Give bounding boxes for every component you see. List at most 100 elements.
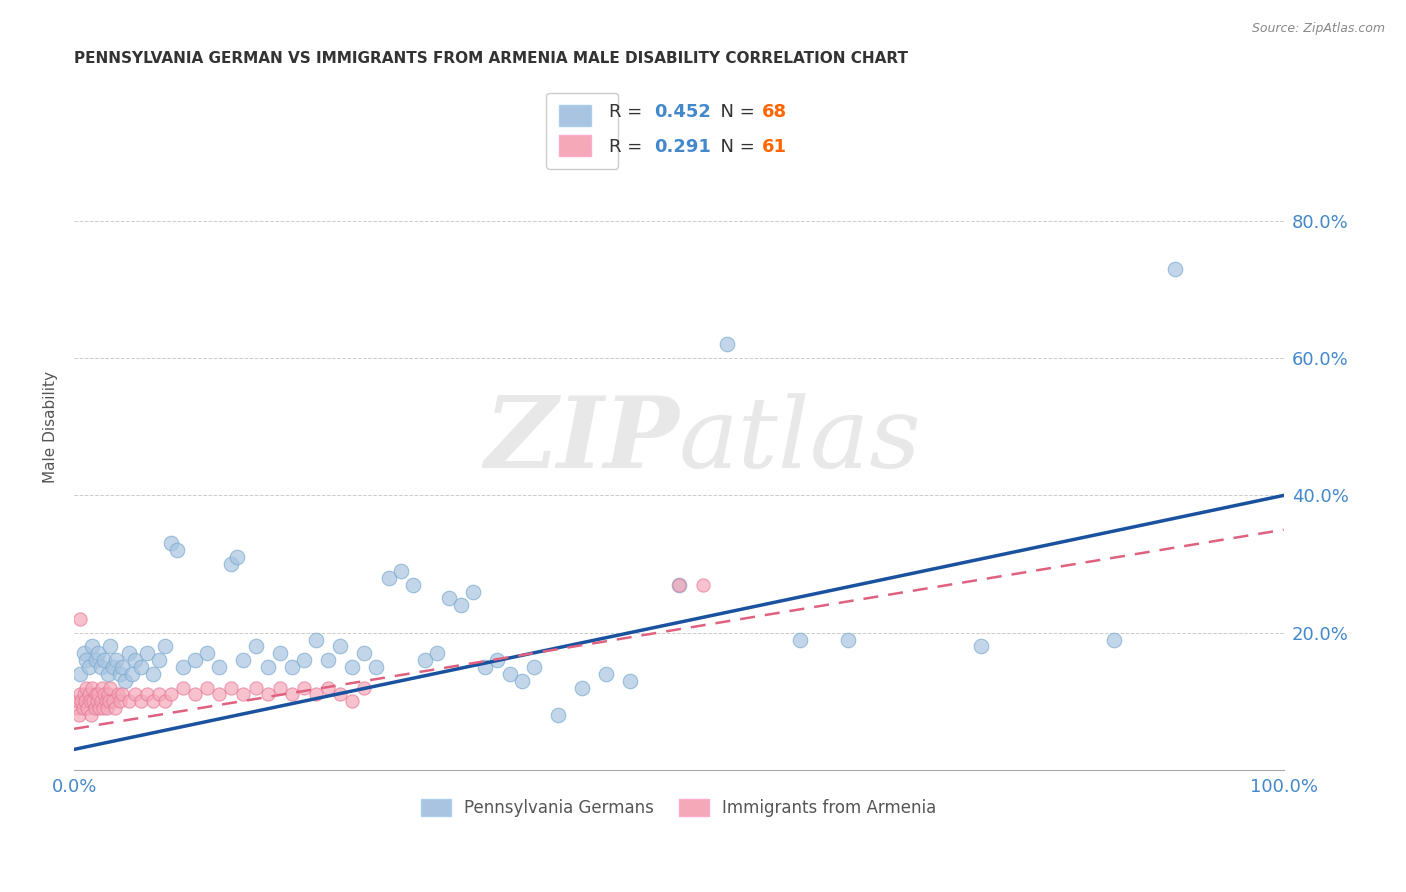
Point: [90, 681, 112, 695]
Point: [232, 653, 254, 667]
Point: [69, 666, 91, 681]
Point: [245, 640, 267, 654]
Point: [226, 550, 249, 565]
Text: PENNSYLVANIA GERMAN VS IMMIGRANTS FROM ARMENIA MALE DISABILITY CORRELATION CHART: PENNSYLVANIA GERMAN VS IMMIGRANTS FROM A…: [75, 51, 908, 66]
Point: [84, 653, 107, 667]
Point: [208, 688, 231, 702]
Point: [135, 688, 157, 702]
Point: [498, 666, 520, 681]
Point: [172, 660, 194, 674]
Point: [1104, 632, 1126, 647]
Point: [142, 694, 165, 708]
Point: [90, 694, 112, 708]
Point: [111, 660, 134, 674]
Point: [80, 708, 103, 723]
Legend: Pennsylvania Germans, Immigrants from Armenia: Pennsylvania Germans, Immigrants from Ar…: [415, 792, 943, 823]
Point: [305, 632, 328, 647]
Point: [93, 653, 115, 667]
Point: [148, 688, 170, 702]
Point: [104, 701, 127, 715]
Point: [486, 653, 509, 667]
Text: N =: N =: [709, 103, 761, 120]
Point: [79, 694, 101, 708]
Text: 0.291: 0.291: [654, 138, 711, 156]
Point: [129, 694, 152, 708]
Point: [547, 708, 569, 723]
Point: [316, 653, 339, 667]
Point: [510, 673, 533, 688]
Point: [135, 646, 157, 660]
Point: [195, 646, 218, 660]
Text: N =: N =: [709, 138, 761, 156]
Point: [117, 694, 139, 708]
Point: [281, 660, 304, 674]
Point: [523, 660, 546, 674]
Point: [184, 653, 207, 667]
Point: [292, 681, 315, 695]
Point: [353, 646, 375, 660]
Point: [353, 681, 375, 695]
Point: [474, 660, 496, 674]
Point: [86, 694, 108, 708]
Point: [121, 666, 143, 681]
Text: R =: R =: [609, 103, 648, 120]
Point: [153, 694, 176, 708]
Text: 68: 68: [762, 103, 787, 120]
Point: [1164, 261, 1187, 276]
Point: [108, 694, 131, 708]
Point: [329, 688, 352, 702]
Point: [96, 701, 118, 715]
Point: [366, 660, 388, 674]
Point: [89, 701, 111, 715]
Point: [73, 694, 96, 708]
Text: 0.452: 0.452: [654, 103, 711, 120]
Point: [72, 701, 94, 715]
Point: [232, 688, 254, 702]
Point: [101, 660, 124, 674]
Point: [160, 688, 183, 702]
Point: [82, 681, 104, 695]
Point: [668, 577, 690, 591]
Point: [389, 564, 412, 578]
Point: [970, 640, 993, 654]
Point: [619, 673, 641, 688]
Point: [94, 694, 117, 708]
Point: [108, 666, 131, 681]
Point: [105, 653, 128, 667]
Point: [789, 632, 811, 647]
Point: [101, 694, 124, 708]
Point: [402, 577, 425, 591]
Point: [292, 653, 315, 667]
Point: [77, 660, 100, 674]
Point: [91, 701, 114, 715]
Point: [437, 591, 460, 606]
Point: [450, 599, 472, 613]
Point: [114, 673, 136, 688]
Point: [195, 681, 218, 695]
Point: [82, 640, 104, 654]
Point: [142, 666, 165, 681]
Point: [66, 694, 89, 708]
Point: [377, 571, 399, 585]
Point: [426, 646, 449, 660]
Point: [75, 681, 97, 695]
Point: [571, 681, 593, 695]
Point: [316, 681, 339, 695]
Point: [70, 694, 93, 708]
Point: [342, 660, 364, 674]
Point: [269, 681, 291, 695]
Point: [73, 688, 96, 702]
Text: atlas: atlas: [679, 392, 921, 488]
Point: [124, 653, 146, 667]
Point: [100, 640, 122, 654]
Point: [90, 660, 112, 674]
Text: ZIP: ZIP: [484, 392, 679, 489]
Point: [73, 646, 96, 660]
Point: [184, 688, 207, 702]
Point: [463, 584, 485, 599]
Point: [256, 660, 278, 674]
Point: [172, 681, 194, 695]
Point: [65, 701, 87, 715]
Point: [305, 688, 328, 702]
Point: [69, 612, 91, 626]
